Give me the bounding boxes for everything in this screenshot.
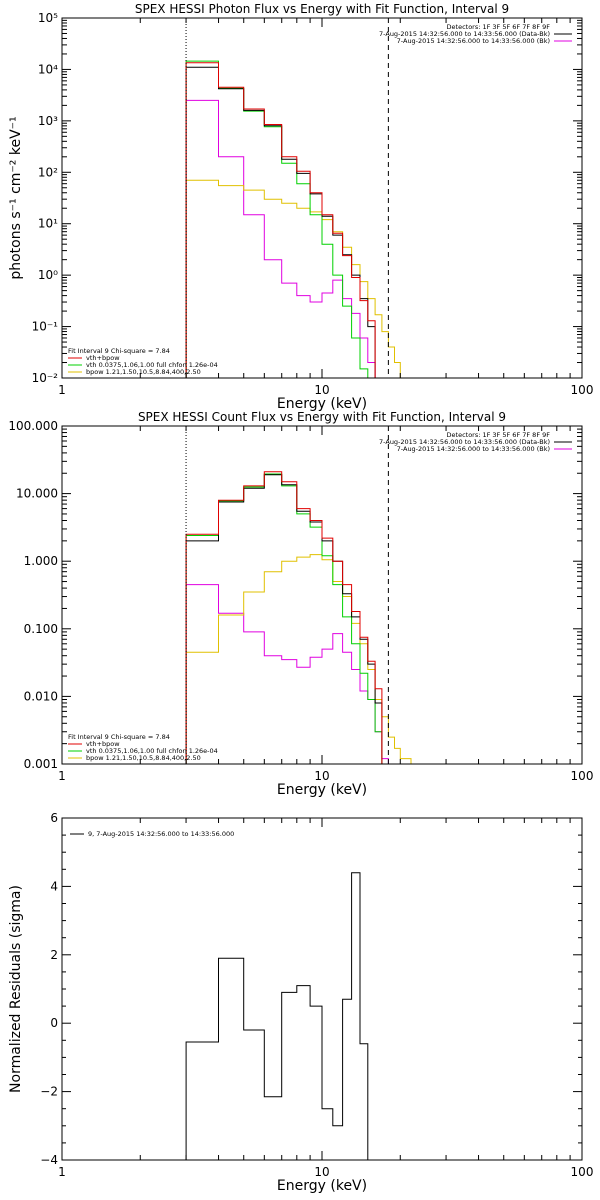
series-group bbox=[185, 471, 412, 764]
x-tick-label: 10 bbox=[314, 769, 329, 783]
x-axis-label: Energy (keV) bbox=[277, 782, 367, 798]
series-line-1 bbox=[185, 474, 383, 764]
series-line-3 bbox=[185, 60, 369, 378]
series-line-5 bbox=[185, 584, 389, 764]
y-tick-label: 0.100 bbox=[24, 622, 58, 636]
y-tick-label: 6 bbox=[50, 811, 58, 825]
x-axis-label: Energy (keV) bbox=[277, 396, 367, 412]
legend-bottom-entry: bpow 1.21,1.50,10.5,8.84,400,2.50 bbox=[86, 754, 201, 762]
legend-bottom-entry: vth+bpow bbox=[86, 354, 120, 362]
series-line-2 bbox=[185, 471, 383, 764]
chart-panel-1: SPEX HESSI Photon Flux vs Energy with Fi… bbox=[8, 2, 593, 412]
x-axis-label: Energy (keV) bbox=[277, 1178, 367, 1194]
legend-bottom-entry: bpow 1.21,1.50,10.5,8.84,400,2.50 bbox=[86, 368, 201, 376]
x-tick-label: 1 bbox=[58, 383, 66, 397]
legend-top-entry: Detectors: 1F 3F 5F 6F 7F 8F 9F bbox=[447, 23, 551, 31]
x-tick-label: 10 bbox=[314, 1165, 329, 1179]
series-line-2 bbox=[185, 62, 376, 378]
x-tick-label: 100 bbox=[571, 1165, 594, 1179]
y-tick-label: 100.000 bbox=[8, 419, 58, 433]
x-tick-label: 1 bbox=[58, 1165, 66, 1179]
y-tick-label: −4 bbox=[40, 1153, 58, 1167]
y-tick-label: 10⁰ bbox=[38, 268, 58, 282]
chart-title: SPEX HESSI Photon Flux vs Energy with Fi… bbox=[135, 2, 509, 16]
plot-frame bbox=[61, 425, 583, 765]
y-tick-label: 0.010 bbox=[24, 689, 58, 703]
legend-bottom-entry: vth+bpow bbox=[86, 740, 120, 748]
legend-bottom-entry: Fit Interval 9 Chi-square = 7.84 bbox=[68, 733, 170, 741]
series-line-1 bbox=[185, 872, 369, 1160]
x-tick-label: 100 bbox=[571, 769, 594, 783]
series-group bbox=[185, 872, 369, 1160]
x-tick-label: 1 bbox=[58, 769, 66, 783]
legend-bottom-entry: Fit Interval 9 Chi-square = 7.84 bbox=[68, 347, 170, 355]
legend-top-entry: Detectors: 1F 3F 5F 6F 7F 8F 9F bbox=[447, 431, 551, 439]
series-line-4 bbox=[185, 179, 412, 378]
y-tick-label: 0.001 bbox=[24, 757, 58, 771]
y-tick-label: 10⁵ bbox=[38, 11, 58, 25]
series-line-1 bbox=[185, 66, 376, 378]
series-line-4 bbox=[185, 554, 412, 764]
y-tick-label: 10¹ bbox=[38, 217, 58, 231]
y-axis-label: photons s⁻¹ cm⁻² keV⁻¹ bbox=[8, 116, 24, 279]
y-tick-label: 1.000 bbox=[24, 554, 58, 568]
series-line-3 bbox=[185, 473, 389, 764]
y-tick-label: −2 bbox=[40, 1085, 58, 1099]
y-tick-label: 10³ bbox=[38, 114, 58, 128]
chart-panel-3: 1 10 100 −4 −2 0 2 4 6 Energy (keV) Normalized Res… bbox=[8, 811, 593, 1194]
chart-title: SPEX HESSI Count Flux vs Energy with Fit… bbox=[138, 410, 506, 424]
chart-panel-2: SPEX HESSI Count Flux vs Energy with Fit… bbox=[8, 410, 593, 798]
legend-bottom-entry: vth 0.0375,1.06,1.00 full chfon 1.26e-04 bbox=[86, 361, 218, 369]
legend-top-entry: 7-Aug-2015 14:32:56.000 to 14:33:56.000 … bbox=[397, 445, 550, 453]
x-tick-label: 10 bbox=[314, 383, 329, 397]
y-tick-label: 10² bbox=[38, 165, 58, 179]
y-tick-label: 4 bbox=[50, 879, 58, 893]
y-axis-label: Normalized Residuals (sigma) bbox=[8, 885, 24, 1093]
series-group bbox=[185, 60, 412, 378]
legend-top-entry: 7-Aug-2015 14:32:56.000 to 14:33:56.000 … bbox=[397, 37, 550, 45]
y-tick-label: 0 bbox=[50, 1016, 58, 1030]
y-tick-label: 10.000 bbox=[16, 487, 58, 501]
y-tick-label: 2 bbox=[50, 948, 58, 962]
legend-bottom-entry: vth 0.0375,1.06,1.00 full chfon 1.26e-04 bbox=[86, 747, 218, 755]
legend-top-entry: 7-Aug-2015 14:32:56.000 to 14:33:56.000 … bbox=[379, 30, 550, 38]
legend-top-entry: 7-Aug-2015 14:32:56.000 to 14:33:56.000 … bbox=[379, 438, 550, 446]
y-tick-label: 10⁴ bbox=[38, 62, 58, 76]
y-tick-label: 10⁻² bbox=[32, 371, 59, 385]
legend-top-entry: 9, 7-Aug-2015 14:32:56.000 to 14:33:56.0… bbox=[88, 830, 234, 838]
series-line-5 bbox=[185, 99, 376, 378]
y-tick-label: 10⁻¹ bbox=[32, 320, 59, 334]
x-tick-label: 100 bbox=[571, 383, 594, 397]
